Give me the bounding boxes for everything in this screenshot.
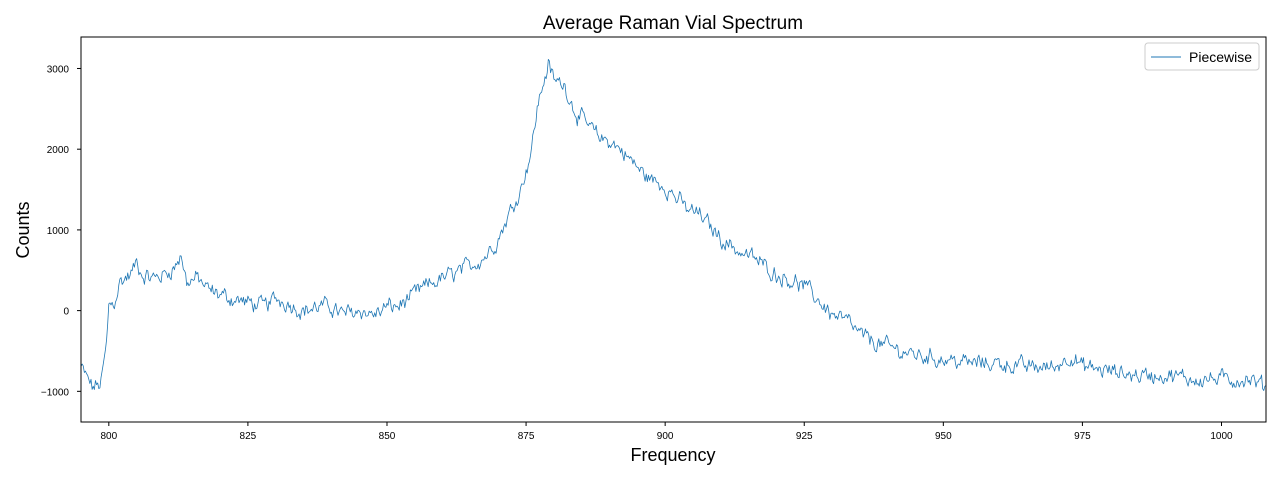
y-tick-label: 3000 bbox=[47, 64, 70, 75]
x-tick-label: 875 bbox=[518, 431, 535, 442]
x-tick-label: 900 bbox=[657, 431, 674, 442]
plot-frame bbox=[80, 36, 1267, 423]
y-tick-label: 0 bbox=[63, 307, 69, 318]
legend-label: Piecewise bbox=[1189, 49, 1252, 65]
x-tick-label: 925 bbox=[796, 431, 813, 442]
x-tick-label: 1000 bbox=[1210, 431, 1233, 442]
chart-title: Average Raman Vial Spectrum bbox=[543, 13, 803, 34]
legend-box bbox=[1144, 42, 1260, 71]
y-tick-label: −1000 bbox=[41, 387, 70, 398]
x-axis-label: Frequency bbox=[630, 445, 715, 465]
x-tick-label: 975 bbox=[1074, 431, 1091, 442]
y-tick-label: 2000 bbox=[47, 145, 70, 156]
x-tick-label: 850 bbox=[379, 431, 396, 442]
series-line-piecewise bbox=[81, 59, 1266, 391]
y-tick-label: 1000 bbox=[47, 226, 70, 237]
axes: 800 825 850 875 900 925 950 975 1000 −1000 0 1000 20… bbox=[41, 36, 1267, 442]
y-axis-label: Counts bbox=[13, 201, 33, 258]
legend: Piecewise bbox=[1144, 42, 1260, 71]
x-tick-label: 825 bbox=[240, 431, 257, 442]
x-tick-label: 800 bbox=[100, 431, 117, 442]
x-tick-label: 950 bbox=[935, 431, 952, 442]
plot-area bbox=[81, 59, 1266, 391]
